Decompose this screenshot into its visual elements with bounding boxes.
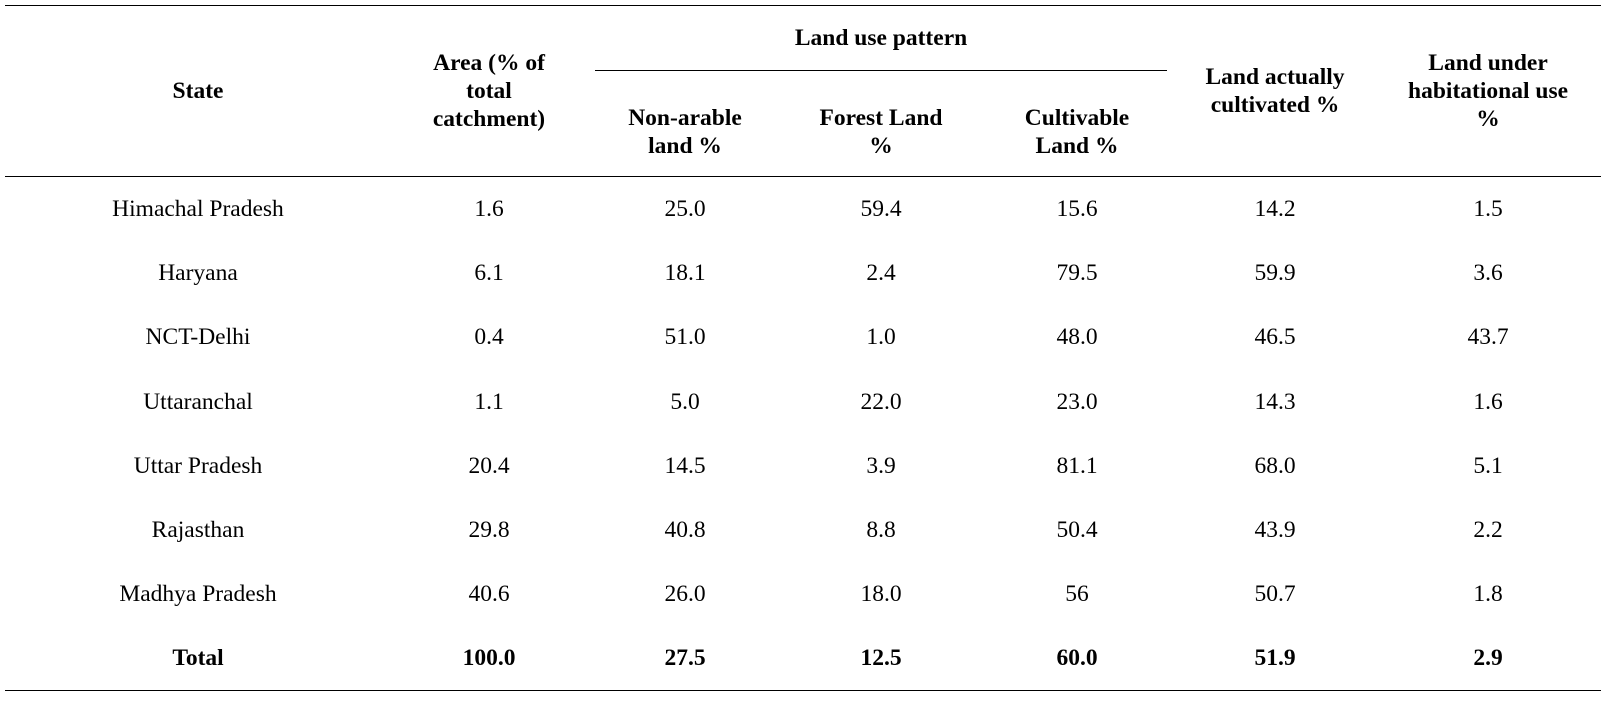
cell-state: Uttar Pradesh [133,452,263,479]
total-non-arable: 27.5 [587,627,783,692]
header-area: Area (% of total catchment) [391,5,587,177]
cell-cultivable: 79.5 [1056,259,1098,286]
cell-actually-cultivated: 50.7 [1254,581,1296,608]
cell-habitational: 5.1 [1473,452,1503,479]
cell-actually-cultivated: 59.9 [1254,259,1296,286]
cell-non-arable: 25.0 [664,195,706,222]
header-actually-cultivated-label: Land actually cultivated % [1205,64,1345,118]
cell-habitational: 1.5 [1473,195,1503,222]
cell-habitational: 3.6 [1473,259,1503,286]
cell-area: 1.6 [474,195,504,222]
header-area-label: Area (% of total catchment) [432,50,546,132]
cell-state: NCT-Delhi [145,324,251,351]
cell-area: 1.1 [474,388,504,415]
table-row: Uttar Pradesh 20.4 14.5 3.9 81.1 68.0 5.… [5,434,1601,498]
cell-cultivable: 81.1 [1056,452,1098,479]
table-row: Uttaranchal 1.1 5.0 22.0 23.0 14.3 1.6 [5,370,1601,434]
table-row: Rajasthan 29.8 40.8 8.8 50.4 43.9 2.2 [5,498,1601,562]
cell-area: 40.6 [468,581,510,608]
cell-state: Himachal Pradesh [112,195,284,222]
cell-non-arable: 26.0 [664,581,706,608]
total-state: Total [5,627,391,692]
cell-habitational: 43.7 [1467,324,1509,351]
cell-cultivable: 15.6 [1056,195,1098,222]
header-cultivable-label: Cultivable Land % [1024,105,1130,159]
cell-area: 6.1 [474,259,504,286]
cell-area: 20.4 [468,452,510,479]
header-non-arable: Non-arable land % [587,88,783,177]
header-state: State [5,5,391,177]
cell-cultivable: 56 [1065,581,1089,608]
cell-forest: 59.4 [860,195,902,222]
cell-non-arable: 18.1 [664,259,706,286]
cell-forest: 18.0 [860,581,902,608]
cell-actually-cultivated: 43.9 [1254,517,1296,544]
header-cultivable: Cultivable Land % [979,88,1176,177]
cell-forest: 3.9 [866,452,896,479]
table-row: Madhya Pradesh 40.6 26.0 18.0 56 50.7 1.… [5,563,1601,627]
cell-cultivable: 50.4 [1056,517,1098,544]
cell-forest: 8.8 [866,517,896,544]
cell-state: Madhya Pradesh [119,581,277,608]
table-row: Himachal Pradesh 1.6 25.0 59.4 15.6 14.2… [5,177,1601,242]
cell-actually-cultivated: 14.3 [1254,388,1296,415]
cell-habitational: 1.8 [1473,581,1503,608]
total-cultivable: 60.0 [979,627,1176,692]
total-row: Total 100.0 27.5 12.5 60.0 51.9 2.9 [5,627,1602,692]
cell-non-arable: 51.0 [664,324,706,351]
header-habitational-label: Land under habitational use % [1408,50,1569,132]
land-use-table-container: State Area (% of total catchment) Land u… [5,5,1602,692]
cell-non-arable: 40.8 [664,517,706,544]
header-non-arable-label: Non-arable land % [628,105,742,159]
cell-state: Rajasthan [151,517,245,544]
cell-actually-cultivated: 68.0 [1254,452,1296,479]
total-area: 100.0 [391,627,587,692]
cell-cultivable: 23.0 [1056,388,1098,415]
header-habitational: Land under habitational use % [1375,5,1602,177]
cell-habitational: 1.6 [1473,388,1503,415]
table-row: Haryana 6.1 18.1 2.4 79.5 59.9 3.6 [5,241,1601,305]
total-forest: 12.5 [783,627,979,692]
cell-cultivable: 48.0 [1056,324,1098,351]
cell-forest: 22.0 [860,388,902,415]
cell-non-arable: 14.5 [664,452,706,479]
header-forest-label: Forest Land % [819,105,943,159]
cell-actually-cultivated: 46.5 [1254,324,1296,351]
cell-state: Uttaranchal [143,388,253,415]
cell-forest: 1.0 [866,324,896,351]
total-habitational: 2.9 [1375,627,1602,692]
cell-non-arable: 5.0 [670,388,700,415]
cell-state: Haryana [158,259,238,286]
cell-forest: 2.4 [866,259,896,286]
cell-actually-cultivated: 14.2 [1254,195,1296,222]
cell-area: 0.4 [474,324,504,351]
header-actually-cultivated: Land actually cultivated % [1175,5,1376,177]
land-use-table: State Area (% of total catchment) Land u… [5,5,1602,692]
header-forest: Forest Land % [783,88,979,177]
header-land-use-pattern: Land use pattern [587,5,1176,88]
cell-area: 29.8 [468,517,510,544]
cell-habitational: 2.2 [1473,517,1503,544]
table-row: NCT-Delhi 0.4 51.0 1.0 48.0 46.5 43.7 [5,306,1601,370]
header-land-use-pattern-label: Land use pattern [595,24,1168,71]
total-actually-cultivated: 51.9 [1175,627,1376,692]
